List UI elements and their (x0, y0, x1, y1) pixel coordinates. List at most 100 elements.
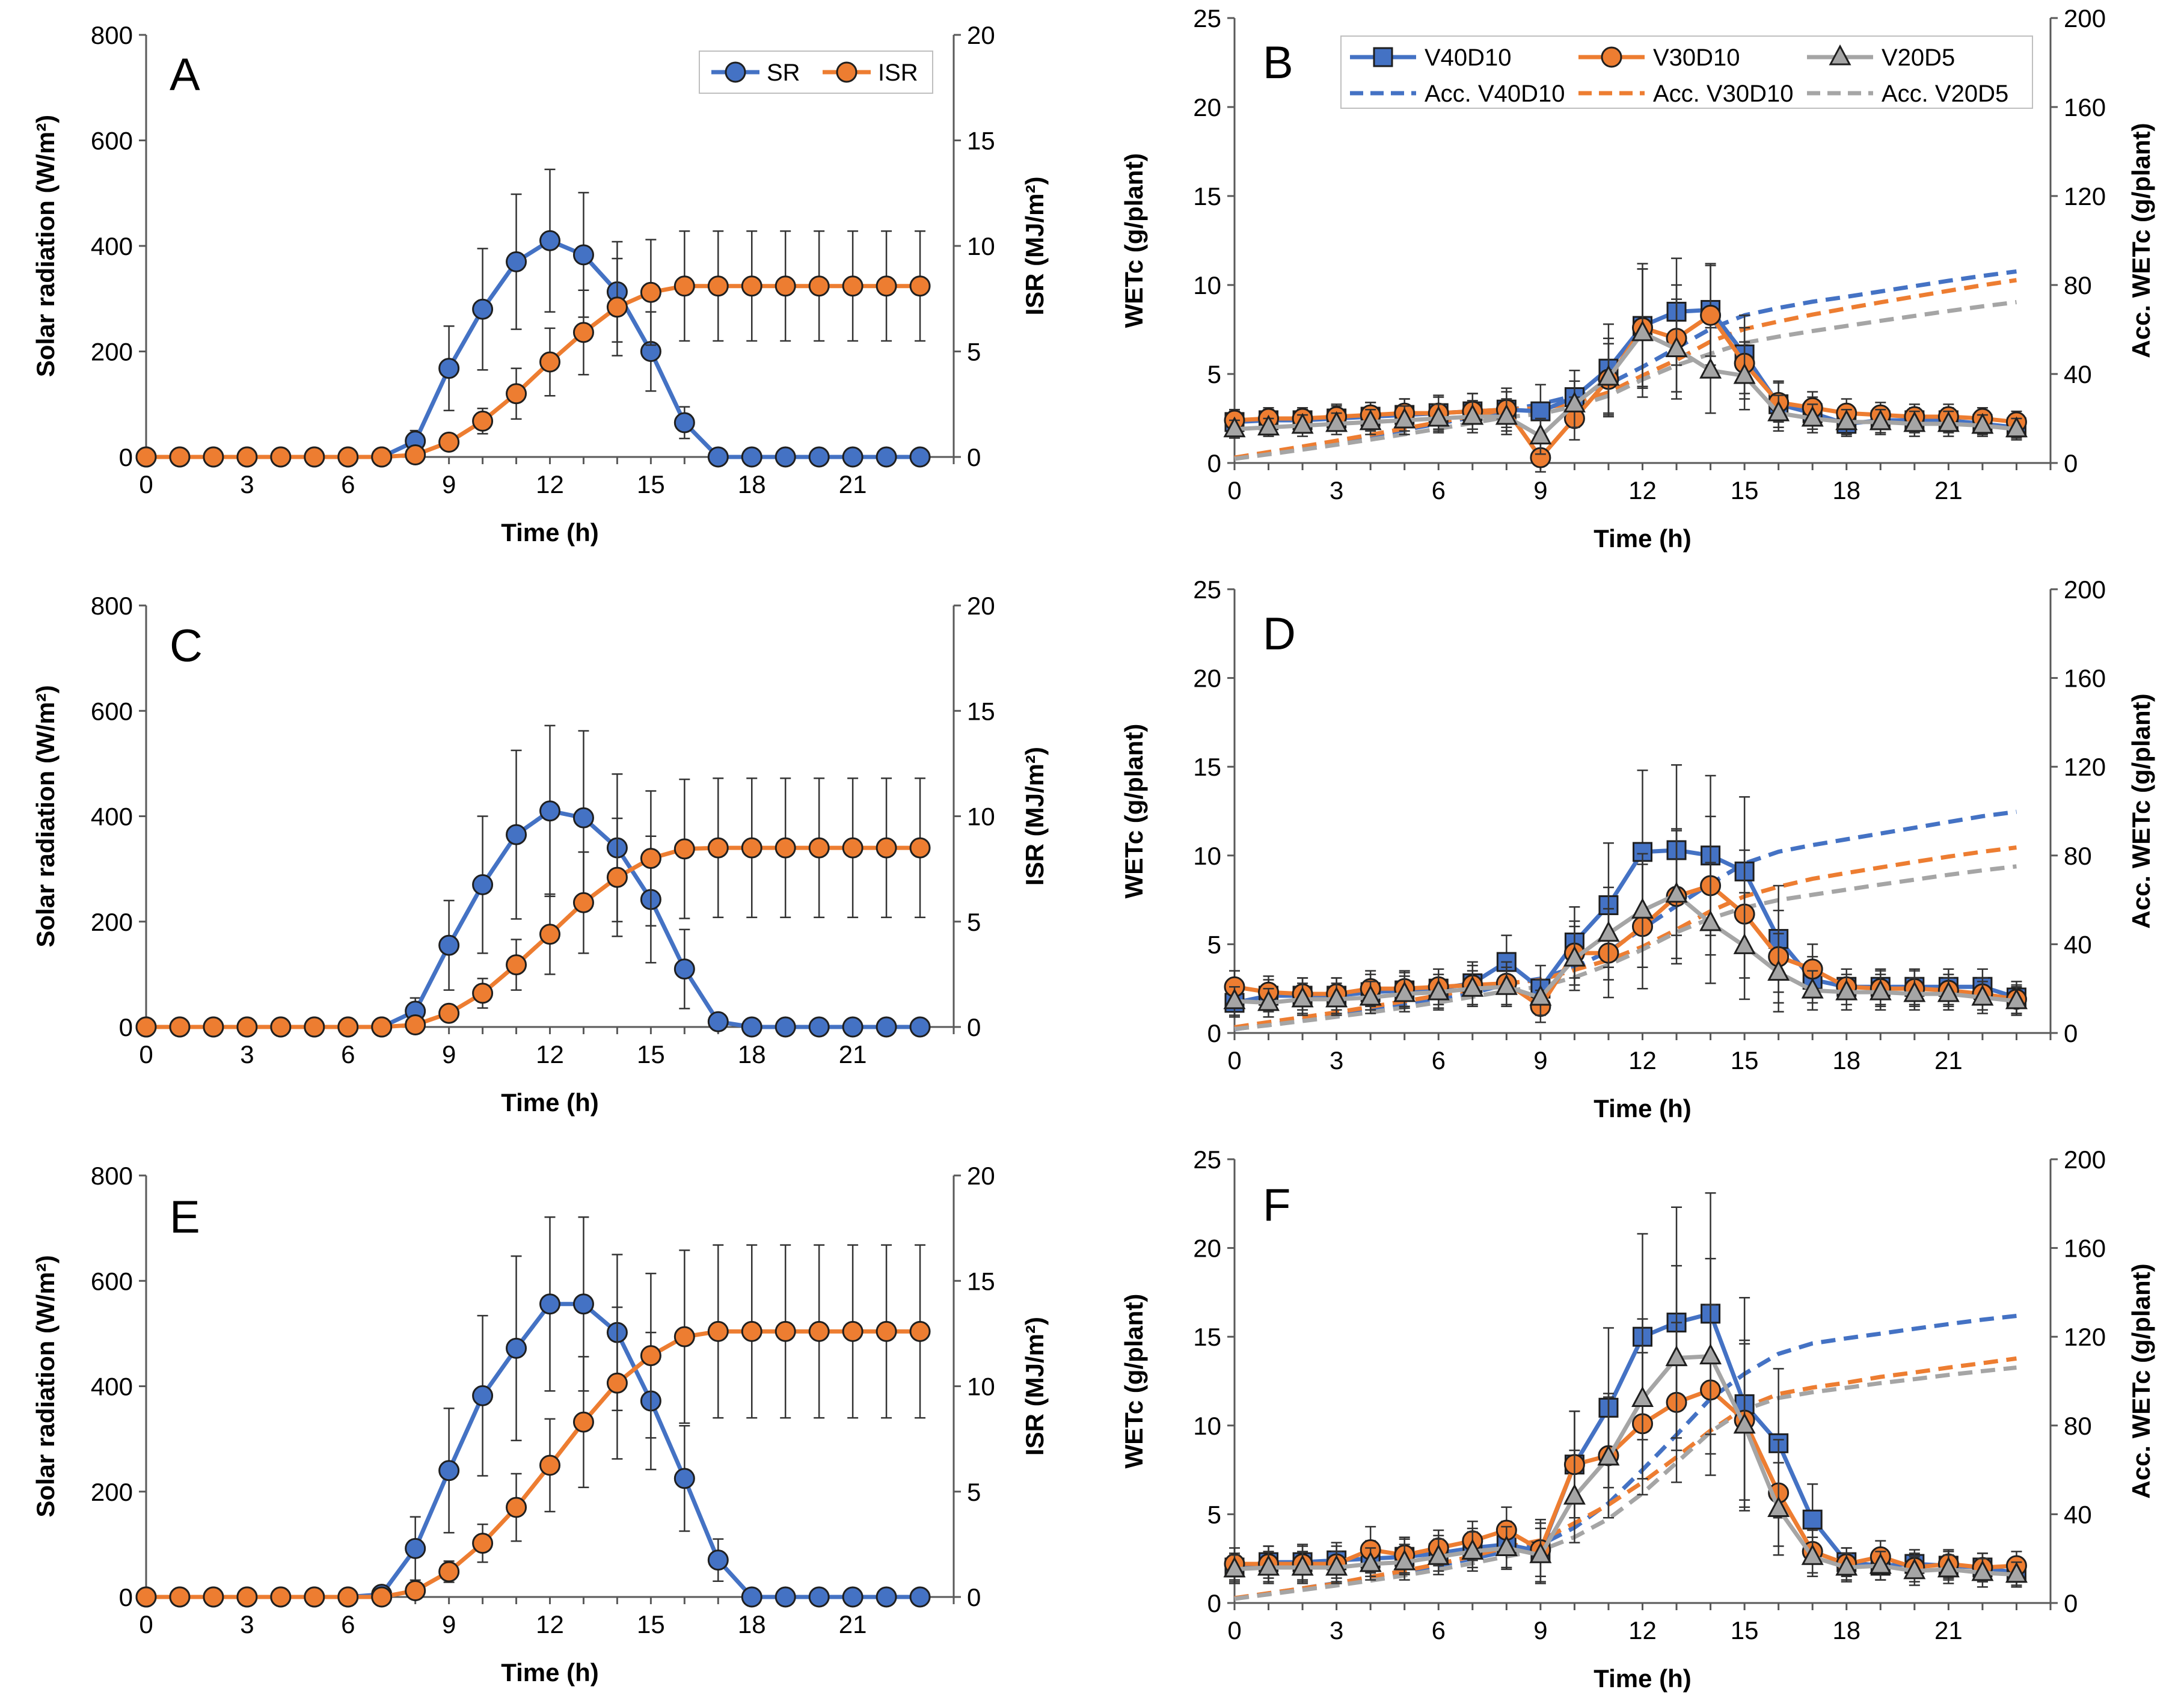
data-point (1529, 423, 1552, 445)
data-point (405, 1537, 426, 1559)
data-point (405, 1014, 426, 1035)
data-point (741, 1586, 762, 1608)
data-point (1359, 984, 1382, 1006)
y2-tick-label: 5 (967, 338, 981, 366)
y-tick-label: 10 (1193, 842, 1221, 870)
series-sr (135, 725, 931, 1038)
series-line (1235, 1388, 2017, 1570)
x-tick-label: 18 (738, 1610, 766, 1638)
x-tick-label: 12 (536, 470, 564, 498)
y2-axis-title: Acc. WETc (g/plant) (2127, 123, 2155, 358)
y-tick-label: 25 (1193, 575, 1221, 604)
legend-label: V40D10 (1425, 44, 1512, 71)
x-tick-label: 6 (1432, 476, 1446, 504)
data-point (707, 446, 729, 468)
y-tick-label: 0 (1207, 449, 1221, 477)
y-tick-label: 400 (91, 232, 133, 260)
y2-tick-label: 40 (2064, 1500, 2092, 1528)
panel-label: A (170, 49, 200, 100)
data-point (539, 800, 560, 822)
x-tick-label: 18 (1832, 1046, 1860, 1074)
series-acc-v40d10 (1234, 1314, 2017, 1601)
series-line (1234, 278, 2017, 460)
data-point (1597, 921, 1620, 942)
data-point (909, 275, 931, 297)
data-point (1359, 1551, 1382, 1572)
data-point (876, 837, 897, 859)
x-tick-label: 12 (536, 1610, 564, 1638)
data-point (1427, 979, 1450, 1001)
data-point (1733, 363, 1756, 384)
data-point (673, 1468, 695, 1489)
x-tick-label: 18 (738, 470, 766, 498)
y2-axis-title: Acc. WETc (g/plant) (2127, 693, 2155, 928)
data-point (169, 1016, 191, 1038)
data-point (1937, 411, 1960, 432)
x-tick-label: 9 (442, 1040, 456, 1068)
data-point (673, 275, 695, 297)
data-point (1495, 974, 1518, 995)
data-point (270, 1586, 292, 1608)
data-point (1257, 414, 1280, 436)
data-point (1835, 1554, 1858, 1576)
y2-tick-label: 10 (967, 232, 995, 260)
y-tick-label: 20 (1193, 664, 1221, 693)
x-tick-label: 21 (839, 1610, 867, 1638)
data-point (438, 1002, 460, 1024)
data-point (1325, 986, 1348, 1008)
data-point (270, 1016, 292, 1038)
data-point (1631, 320, 1654, 342)
data-point (1461, 403, 1484, 425)
legend-swatch-marker (725, 61, 746, 83)
x-tick-label: 18 (1832, 1616, 1860, 1644)
data-point (808, 446, 830, 468)
data-point (1427, 405, 1450, 427)
x-tick-label: 6 (341, 1610, 355, 1638)
data-point (539, 351, 560, 373)
y2-axis-title: ISR (MJ/m²) (1020, 747, 1049, 886)
x-tick-label: 15 (637, 1040, 665, 1068)
x-tick-label: 12 (1628, 1616, 1657, 1644)
y2-tick-label: 10 (967, 803, 995, 831)
y2-tick-label: 5 (967, 908, 981, 936)
x-tick-label: 3 (1330, 1616, 1343, 1644)
data-point (1903, 1558, 1926, 1580)
y2-tick-label: 0 (2064, 1019, 2078, 1047)
y2-tick-label: 20 (967, 592, 995, 620)
x-tick-label: 3 (1330, 1046, 1343, 1074)
series-line (1234, 300, 2017, 461)
y2-tick-label: 0 (967, 443, 981, 471)
x-tick-label: 0 (1227, 1046, 1241, 1074)
data-point (506, 824, 527, 845)
data-point (909, 1320, 931, 1342)
x-axis-title: Time (h) (1594, 1664, 1692, 1693)
data-point (808, 1320, 830, 1342)
data-point (1869, 409, 1892, 431)
data-point (472, 1385, 494, 1406)
data-point (842, 1320, 863, 1342)
x-tick-label: 6 (1432, 1616, 1446, 1644)
x-axis-title: Time (h) (1594, 524, 1692, 553)
data-point (775, 1016, 796, 1038)
data-point (539, 1454, 560, 1476)
y-axis-title: Solar radiation (W/m²) (31, 115, 60, 377)
panel-label: C (170, 621, 203, 672)
data-point (371, 1016, 393, 1038)
y2-axis-title: ISR (MJ/m²) (1020, 177, 1049, 316)
y-tick-label: 15 (1193, 182, 1221, 210)
data-point (169, 446, 191, 468)
y-tick-label: 10 (1193, 1412, 1221, 1440)
y-tick-label: 200 (91, 908, 133, 936)
data-point (1700, 304, 1722, 326)
y-tick-label: 20 (1193, 93, 1221, 121)
data-point (1767, 1496, 1790, 1518)
data-point (1529, 984, 1552, 1006)
y2-tick-label: 40 (2064, 360, 2092, 388)
y2-tick-label: 15 (967, 1267, 995, 1295)
data-point (707, 1320, 729, 1342)
legend-label: ISR (878, 60, 918, 86)
data-point (842, 1586, 863, 1608)
data-point (539, 1293, 560, 1315)
